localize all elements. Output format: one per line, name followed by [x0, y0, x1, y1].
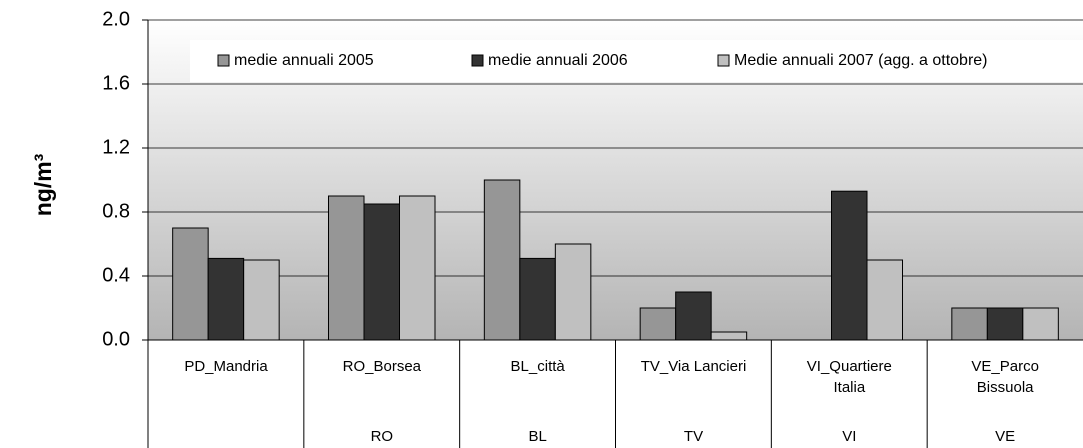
x-tick-label: PD_Mandria [184, 358, 268, 375]
x-tick-label: VI_Quartiere Italia [806, 358, 892, 396]
bar [363, 203, 400, 341]
x-tick-label: VE_Parco Bissuola [971, 358, 1039, 396]
legend-swatch [717, 54, 730, 67]
y-tick-label: 0.8 [102, 200, 130, 222]
bar [328, 195, 365, 341]
bar [554, 243, 592, 341]
bar [1022, 307, 1059, 341]
group-label: VE [995, 428, 1016, 445]
bar [675, 291, 712, 341]
bar [951, 307, 988, 341]
bar [399, 195, 436, 341]
bar [986, 307, 1024, 341]
group-label: BL [528, 428, 547, 445]
bar [207, 257, 245, 341]
legend-label: Medie annuali 2007 (agg. a ottobre) [734, 52, 988, 69]
group-label: VI [842, 428, 857, 445]
y-axis-label: ng/m³ [30, 153, 56, 216]
y-tick-label: 0.4 [102, 264, 130, 286]
y-tick-label: 1.2 [102, 136, 130, 158]
x-tick-label: RO_Borsea [342, 358, 422, 375]
bar [639, 307, 677, 341]
group-label: TV [683, 428, 704, 445]
bar [866, 259, 903, 341]
x-tick-label: TV_Via Lancieri [640, 358, 747, 375]
bar [172, 227, 209, 341]
bar [710, 331, 748, 341]
legend-label: medie annuali 2006 [488, 52, 628, 69]
legend-swatch [217, 54, 230, 67]
bar [831, 190, 868, 341]
y-tick-label: 0.0 [102, 328, 130, 350]
legend-swatch [471, 54, 484, 67]
x-tick-label: BL_città [510, 358, 565, 375]
bar [519, 257, 556, 341]
bar [243, 259, 280, 341]
y-tick-label: 2.0 [102, 8, 130, 30]
bar [483, 179, 521, 341]
legend-box [190, 40, 1083, 82]
legend-label: medie annuali 2005 [234, 52, 374, 69]
y-tick-label: 1.6 [102, 72, 130, 94]
group-label: RO [370, 428, 394, 445]
